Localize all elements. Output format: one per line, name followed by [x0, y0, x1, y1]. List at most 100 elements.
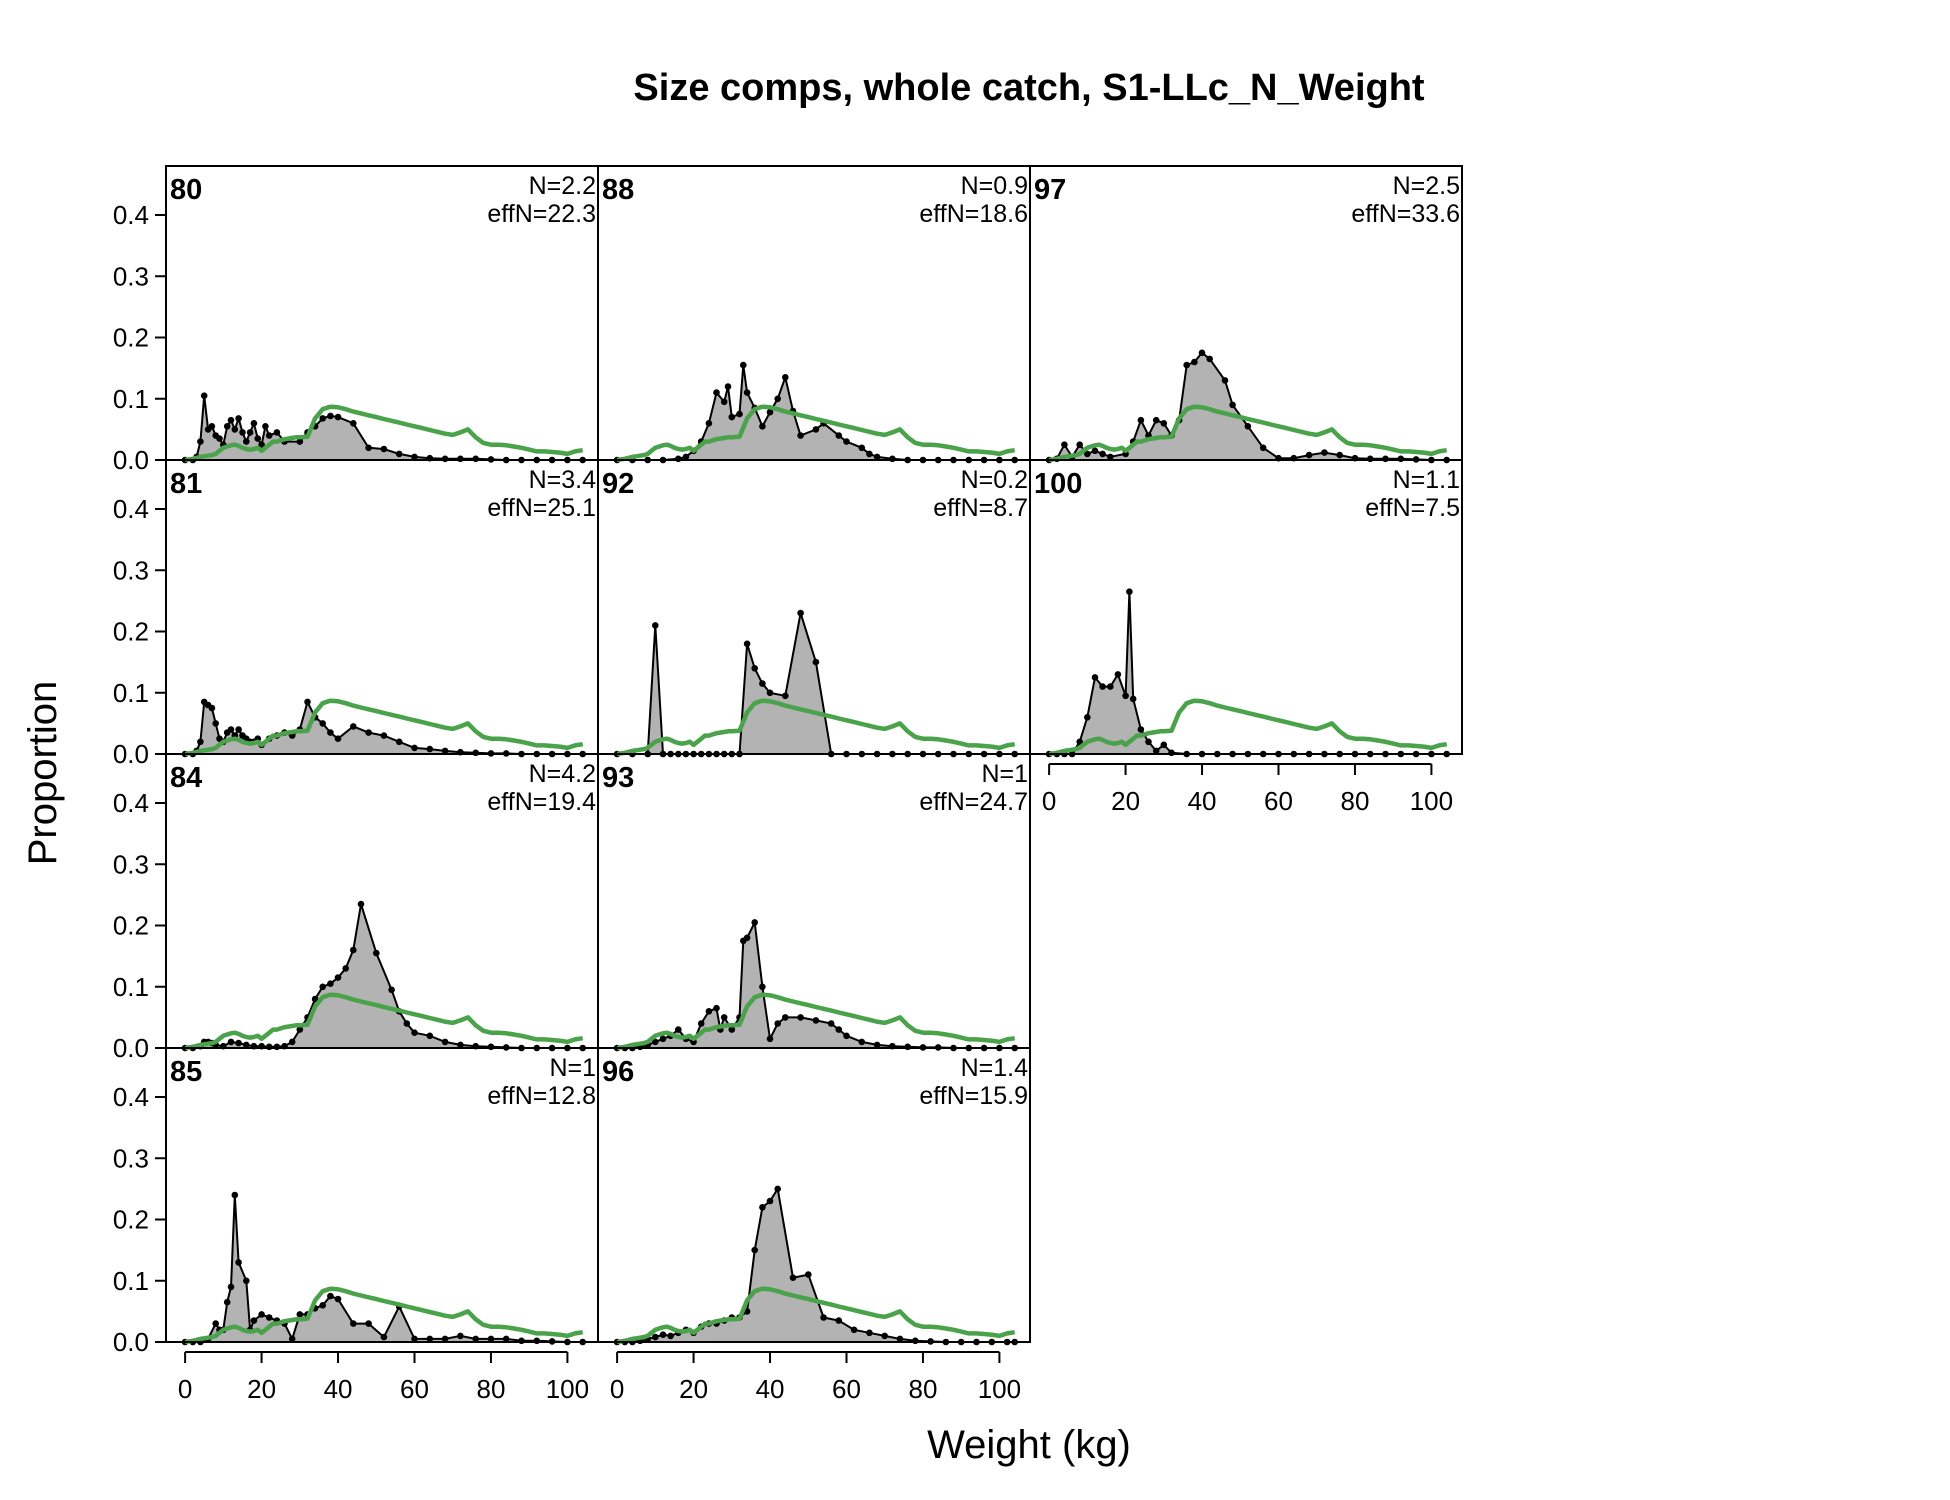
- panel-year-label: 81: [170, 468, 202, 500]
- observed-point: [502, 1335, 510, 1343]
- observed-point: [682, 453, 690, 461]
- observed-point: [743, 389, 751, 396]
- observed-point: [705, 420, 713, 427]
- observed-point: [1084, 450, 1091, 458]
- x-tick-label: 0: [178, 1374, 192, 1404]
- observed-point: [380, 732, 388, 739]
- observed-point: [365, 729, 372, 736]
- observed-point: [1099, 683, 1106, 690]
- observed-point: [327, 729, 334, 736]
- observed-point: [426, 745, 434, 753]
- observed-point: [766, 1035, 774, 1043]
- observed-point: [1229, 401, 1236, 409]
- observed-point: [1145, 738, 1152, 746]
- y-tick-label: 0.0: [113, 1033, 149, 1063]
- y-tick-label: 0.4: [113, 200, 149, 230]
- observed-point: [881, 1332, 888, 1340]
- observed-point: [743, 640, 751, 648]
- observed-point: [441, 1038, 449, 1046]
- observed-point: [223, 423, 231, 430]
- expected-line: [184, 1286, 584, 1345]
- observed-point: [659, 1035, 667, 1043]
- panel-frame: [597, 1047, 1031, 1343]
- y-axis-title: Proportion: [21, 681, 65, 866]
- observed-point: [766, 689, 774, 697]
- expected-line: [616, 698, 1016, 757]
- observed-point: [736, 410, 743, 418]
- observed-point: [1076, 738, 1083, 746]
- observed-point: [1137, 416, 1145, 424]
- observed-point: [652, 622, 659, 629]
- observed-point: [296, 438, 304, 445]
- y-tick-label: 0.4: [113, 494, 149, 524]
- observed-point: [388, 986, 395, 994]
- observed-point: [342, 965, 350, 972]
- observed-point: [797, 1014, 804, 1021]
- observed-point: [805, 1271, 812, 1278]
- y-tick-label: 0.1: [113, 384, 149, 414]
- observed-point: [797, 609, 804, 617]
- x-tick-label: 60: [1264, 786, 1293, 816]
- observed-point: [1152, 416, 1160, 424]
- observed-point: [1321, 449, 1328, 456]
- observed-point: [713, 389, 720, 396]
- observed-point: [411, 453, 418, 461]
- observed-point: [265, 1043, 273, 1051]
- observed-point: [912, 1337, 919, 1345]
- panel-n-label: N=1: [981, 760, 1028, 788]
- observed-point: [334, 413, 342, 421]
- observed-point: [227, 1038, 235, 1046]
- observed-point: [212, 720, 219, 727]
- observed-point: [235, 415, 242, 422]
- observed-point: [243, 1277, 250, 1285]
- observed-point: [659, 1331, 667, 1338]
- expected-line: [1048, 698, 1448, 757]
- observed-point: [1221, 377, 1229, 384]
- observed-point: [904, 1043, 911, 1051]
- observed-point: [258, 441, 265, 449]
- observed-point: [296, 1311, 304, 1318]
- y-tick-label: 0.1: [113, 972, 149, 1002]
- observed-area: [185, 701, 583, 754]
- y-tick-label: 0.2: [113, 911, 149, 941]
- observed-point: [319, 1302, 327, 1309]
- observed-point: [1244, 423, 1252, 430]
- observed-point: [487, 1335, 495, 1343]
- x-tick-label: 40: [1188, 786, 1217, 816]
- y-tick-label: 0.1: [113, 1266, 149, 1296]
- observed-point: [774, 1185, 781, 1193]
- observed-point: [472, 1335, 480, 1343]
- observed-point: [782, 374, 789, 381]
- observed-point: [1191, 358, 1198, 366]
- panel-year-label: 92: [602, 468, 634, 500]
- observed-point: [357, 900, 365, 908]
- x-tick-label: 60: [400, 1374, 429, 1404]
- observed-point: [235, 726, 242, 733]
- observed-point: [197, 438, 204, 445]
- observed-point: [667, 1332, 674, 1340]
- y-tick-label: 0.3: [113, 849, 149, 879]
- observed-point: [1099, 450, 1106, 458]
- observed-point: [411, 744, 418, 752]
- x-tick-label: 40: [756, 1374, 785, 1404]
- panel-n-label: N=2.5: [1393, 172, 1460, 200]
- observed-point: [1114, 671, 1122, 678]
- observed-point: [319, 983, 327, 991]
- observed-point: [766, 1197, 774, 1205]
- observed-point: [774, 395, 781, 403]
- y-tick-label: 0.1: [113, 678, 149, 708]
- observed-point: [373, 949, 380, 957]
- observed-point: [759, 983, 766, 991]
- observed-point: [288, 1335, 296, 1343]
- observed-point: [250, 1317, 258, 1324]
- observed-point: [350, 420, 357, 427]
- panel-effn-label: effN=22.3: [487, 200, 596, 228]
- y-tick-label: 0.2: [113, 617, 149, 647]
- observed-area: [617, 613, 1015, 754]
- observed-point: [713, 1004, 720, 1012]
- panel-effn-label: effN=12.8: [487, 1082, 596, 1110]
